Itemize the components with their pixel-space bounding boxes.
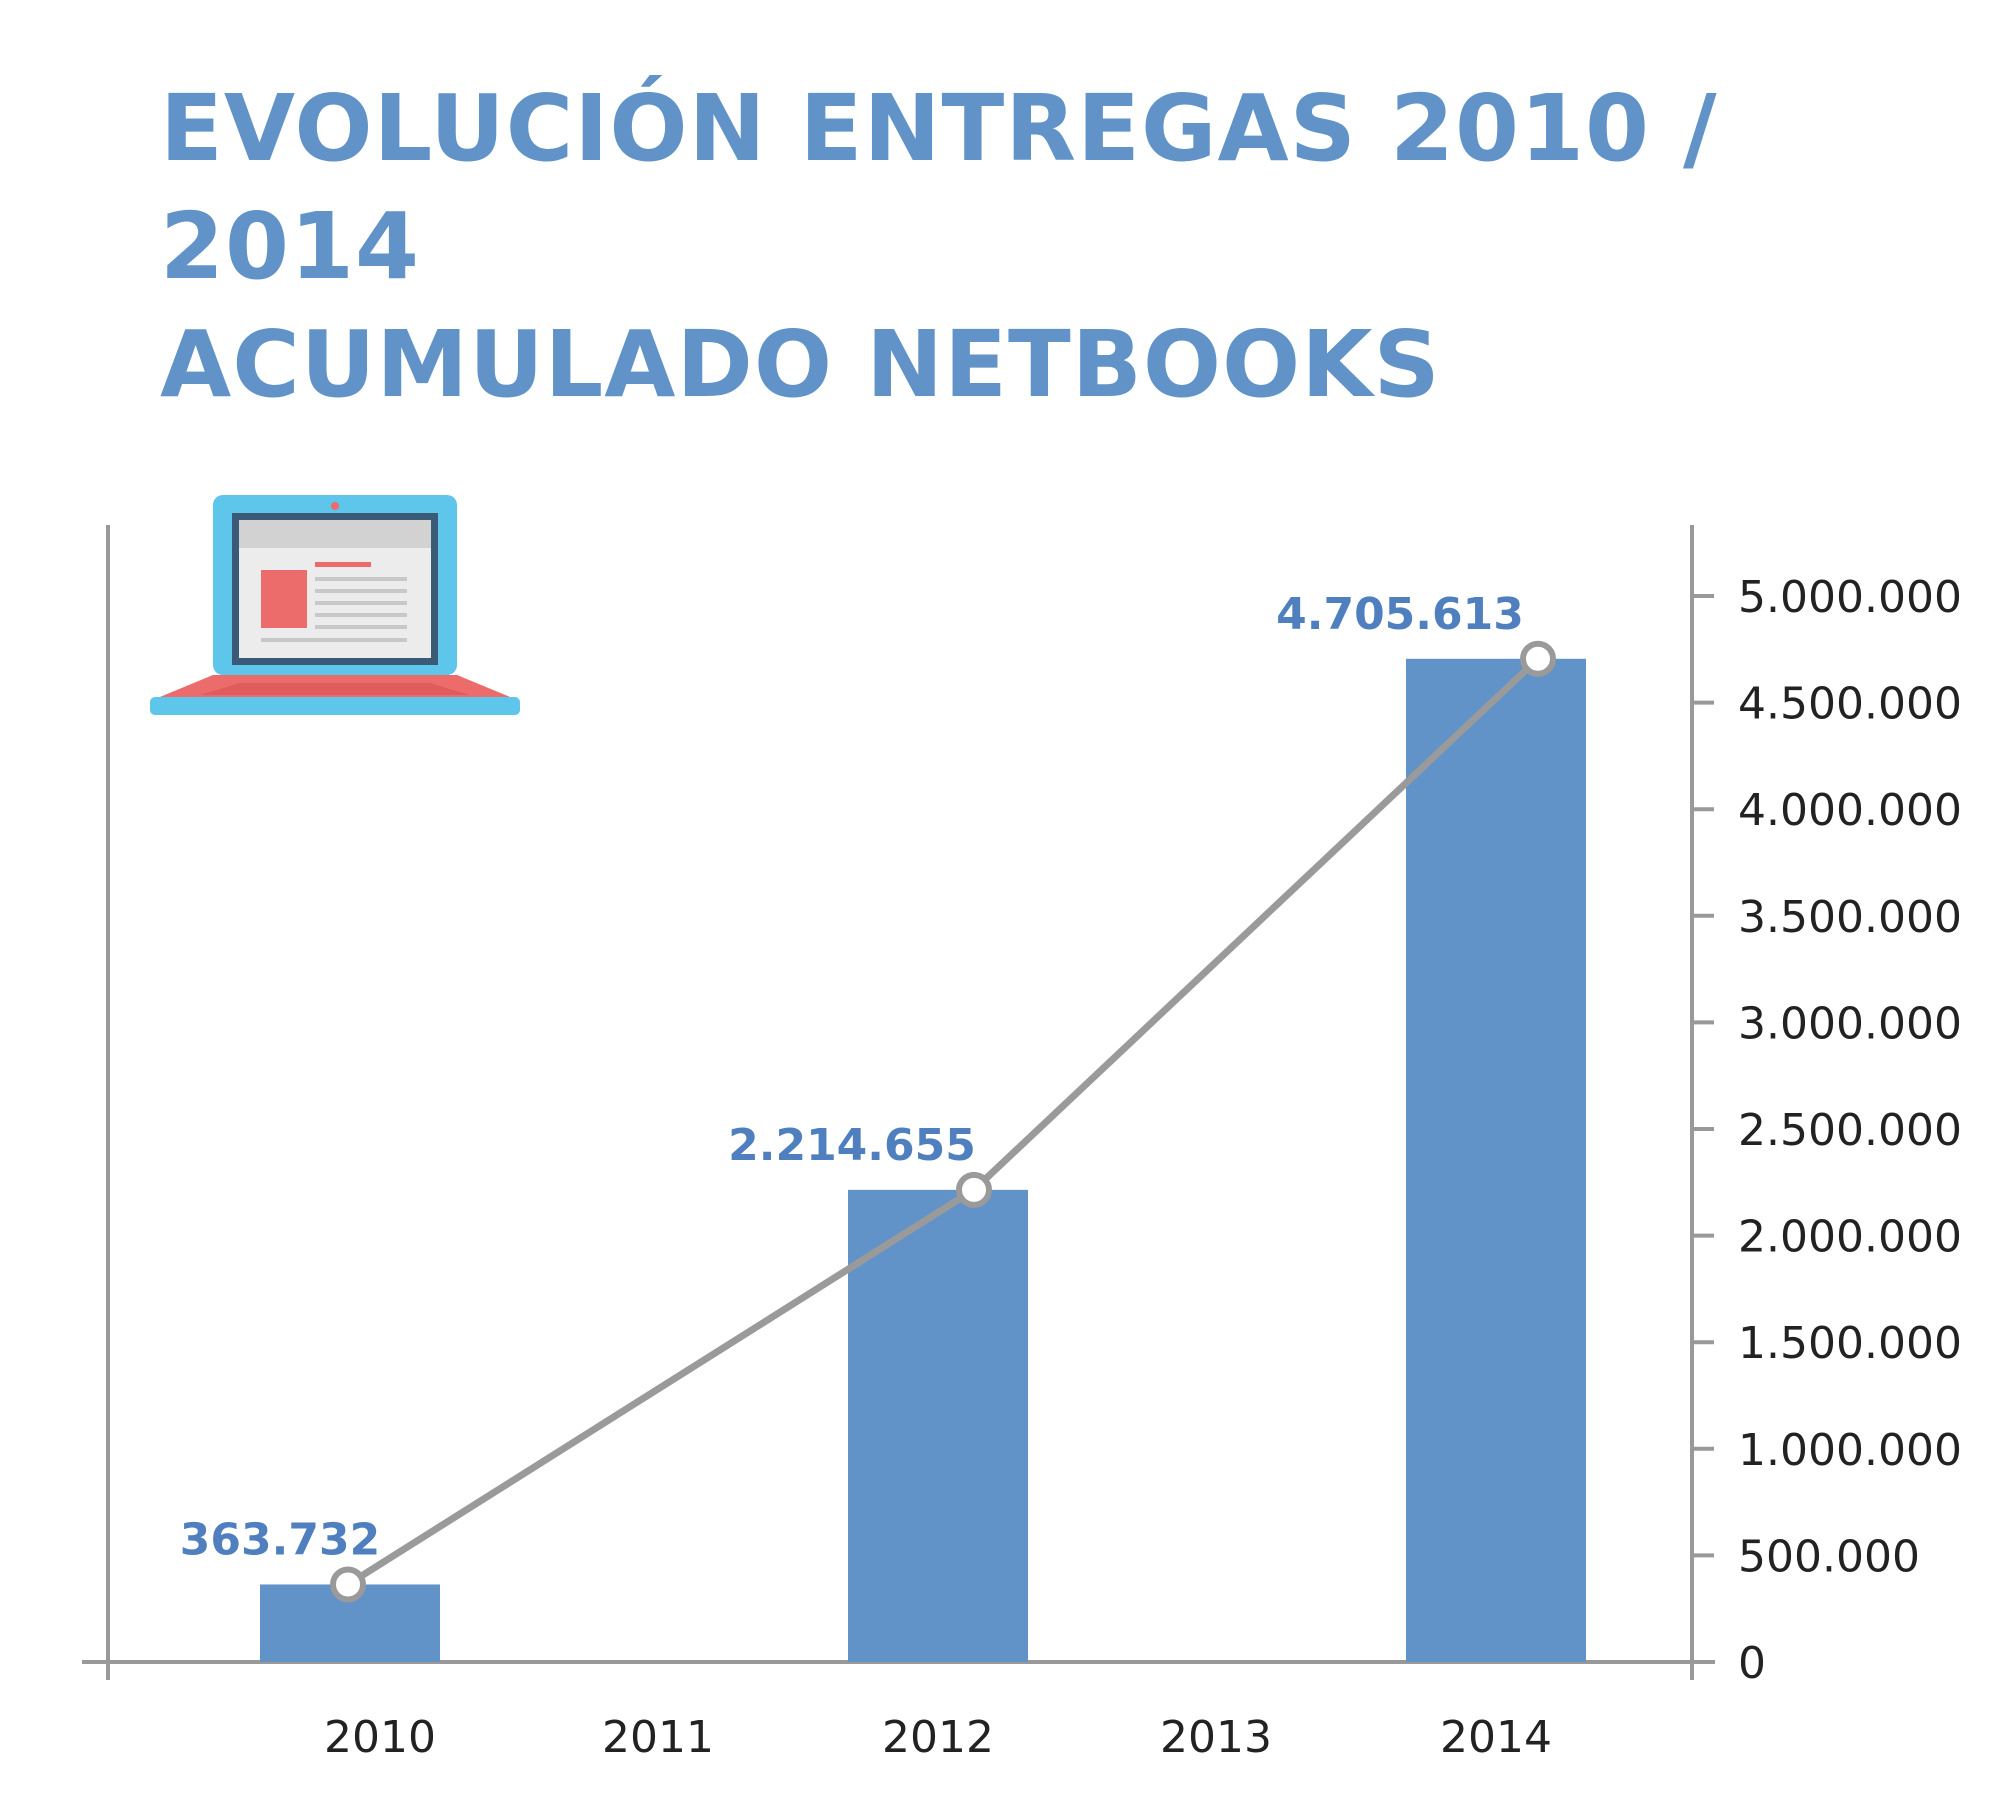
y-tick-label: 4.000.000 [1738,785,1962,836]
chart-title: EVOLUCIÓN ENTREGAS 2010 / 2014 ACUMULADO… [160,70,1960,424]
chart-title-line-1: EVOLUCIÓN ENTREGAS 2010 / 2014 [160,75,1718,300]
x-tick-label: 2012 [882,1712,994,1763]
laptop-icon [150,495,520,730]
y-tick-label: 0 [1738,1638,1766,1689]
line-point-2014 [1520,640,1556,677]
x-tick-label: 2014 [1440,1712,1552,1763]
y-tick-label: 5.000.000 [1738,572,1962,623]
data-label-2010: 363.732 [180,1514,380,1565]
line-point-2012 [956,1171,992,1208]
data-label-2014: 4.705.613 [1276,589,1524,640]
y-tick-label: 3.000.000 [1738,998,1962,1049]
y-tick-label: 3.500.000 [1738,892,1962,943]
y-tick-label: 2.500.000 [1738,1105,1962,1156]
x-tick-label: 2013 [1160,1712,1272,1763]
x-tick-label: 2010 [324,1712,436,1763]
y-tick-label: 1.500.000 [1738,1318,1962,1369]
data-label-2012: 2.214.655 [728,1120,976,1171]
y-tick-label: 2.000.000 [1738,1212,1962,1263]
y-tick-label: 4.500.000 [1738,679,1962,730]
line-point-2010 [330,1566,366,1603]
bar-2014 [1406,658,1586,1662]
bar-2012 [848,1189,1028,1662]
y-tick-label: 500.000 [1738,1531,1920,1582]
x-tick-label: 2011 [602,1712,714,1763]
chart-title-line-2: ACUMULADO NETBOOKS [160,311,1441,418]
y-tick-label: 1.000.000 [1738,1425,1962,1476]
